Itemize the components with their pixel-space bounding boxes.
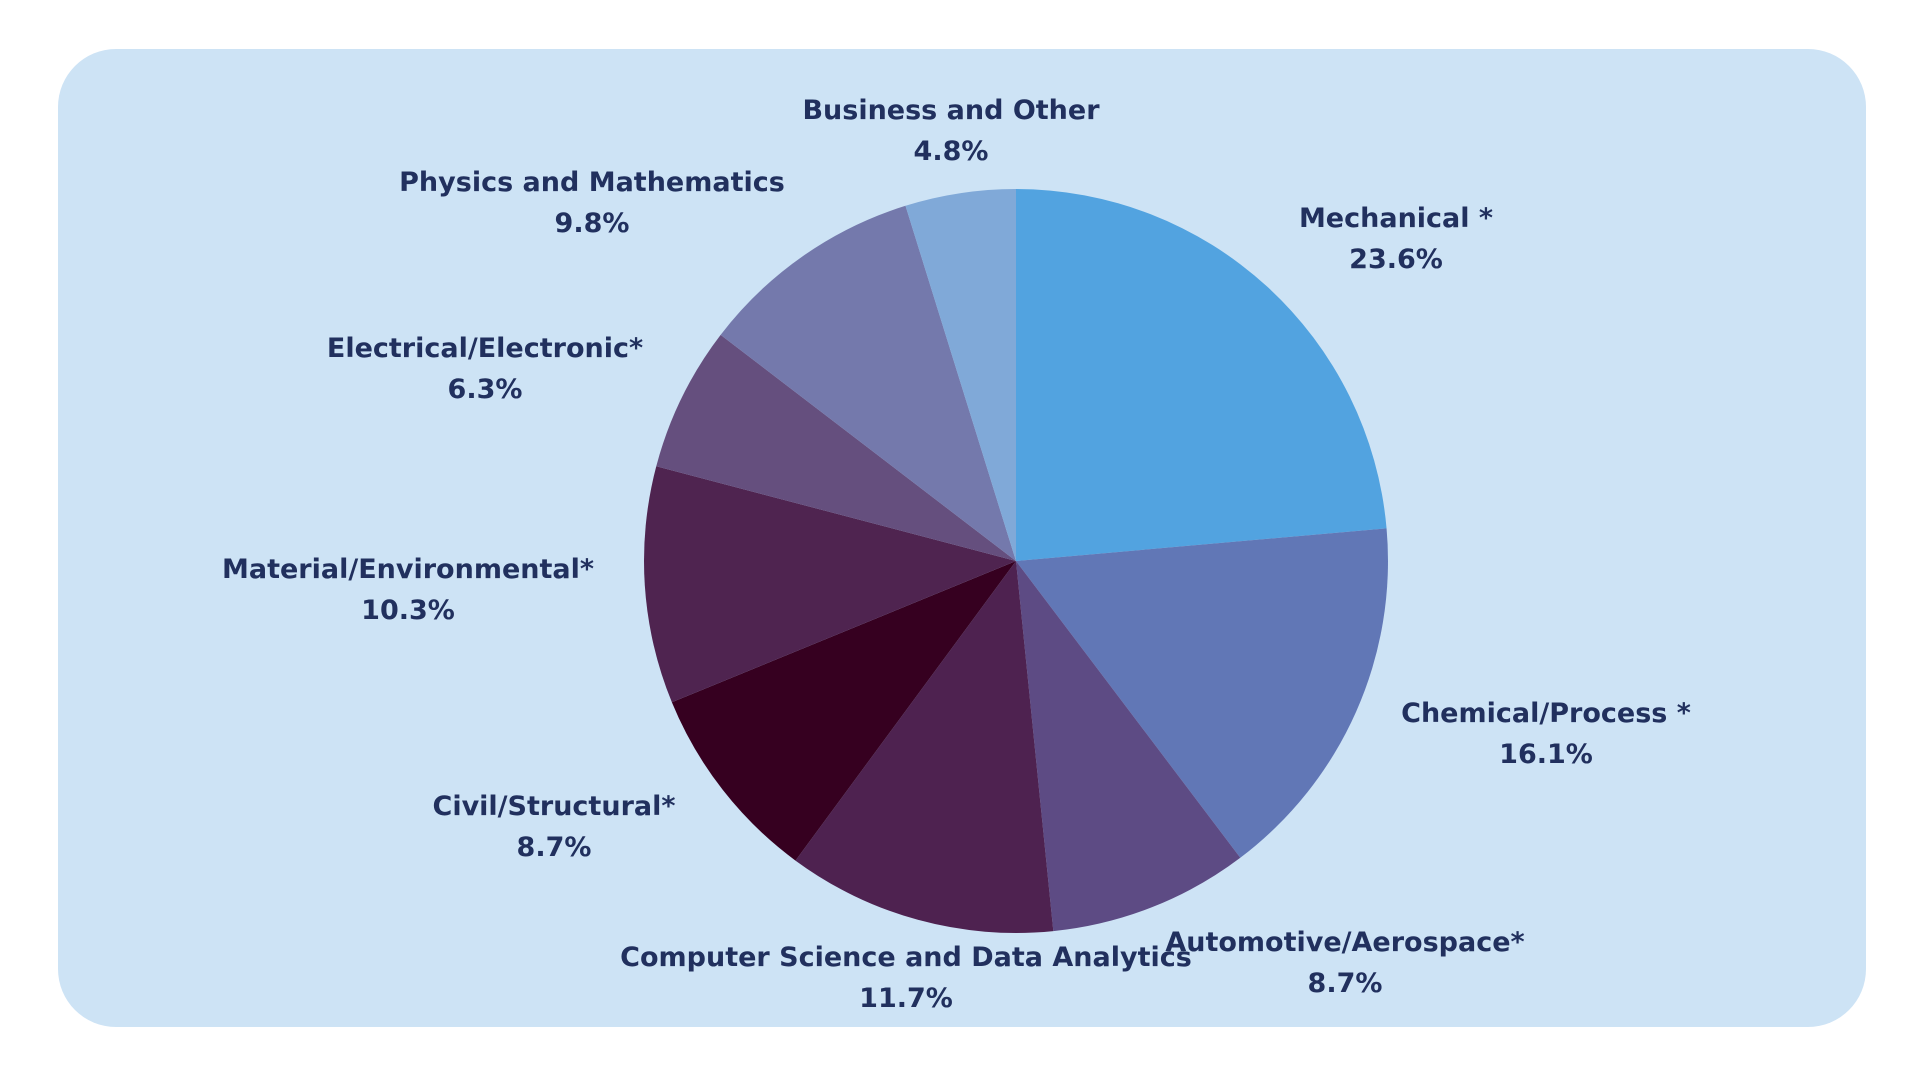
pie-slice-business-and-other — [905, 189, 1016, 561]
slice-label-automotive-aerospace: Automotive/Aerospace* — [1165, 927, 1524, 958]
pie-slice-electrical-electronic — [656, 334, 1016, 561]
slice-label-group-physics-mathematics: Physics and Mathematics 9.8% — [399, 167, 785, 239]
slice-label-group-material-environmental: Material/Environmental* 10.3% — [222, 554, 594, 626]
slice-label-mechanical: Mechanical * — [1299, 203, 1493, 234]
slice-value-automotive-aerospace: 8.7% — [1308, 968, 1383, 999]
slice-label-physics-mathematics: Physics and Mathematics — [399, 167, 785, 198]
slice-label-material-environmental: Material/Environmental* — [222, 554, 594, 585]
slice-label-electrical-electronic: Electrical/Electronic* — [327, 333, 643, 364]
slice-label-group-automotive-aerospace: Automotive/Aerospace* 8.7% — [1165, 927, 1524, 999]
slice-label-group-mechanical: Mechanical * 23.6% — [1299, 203, 1493, 275]
slice-value-physics-mathematics: 9.8% — [555, 208, 630, 239]
pie-slice-material-environmental — [644, 466, 1016, 703]
slice-label-group-computer-science: Computer Science and Data Analytics 11.7… — [620, 942, 1192, 1014]
slice-value-material-environmental: 10.3% — [361, 595, 455, 626]
slice-label-group-chemical-process: Chemical/Process * 16.1% — [1401, 698, 1691, 770]
slice-value-electrical-electronic: 6.3% — [448, 374, 523, 405]
slice-label-group-civil-structural: Civil/Structural* 8.7% — [433, 791, 676, 863]
pie-slice-chemical-process — [1016, 528, 1388, 858]
slice-label-group-business-other: Business and Other 4.8% — [802, 95, 1100, 167]
slice-label-business-other: Business and Other — [802, 95, 1100, 126]
pie-slice-civil-structural — [671, 561, 1016, 861]
pie-slice-mechanical — [1016, 189, 1387, 561]
slice-label-chemical-process: Chemical/Process * — [1401, 698, 1691, 729]
slice-value-chemical-process: 16.1% — [1499, 739, 1593, 770]
slice-value-civil-structural: 8.7% — [517, 832, 592, 863]
slice-value-computer-science: 11.7% — [859, 983, 953, 1014]
pie-slice-physics-and-mathematics — [720, 205, 1016, 562]
slice-value-business-other: 4.8% — [914, 136, 989, 167]
pie-slices — [644, 189, 1388, 933]
slice-value-mechanical: 23.6% — [1349, 244, 1443, 275]
slice-label-computer-science: Computer Science and Data Analytics — [620, 942, 1192, 973]
pie-slice-automotive-aerospace — [1016, 561, 1241, 932]
pie-slice-computer-science-and-data-analytics — [795, 561, 1054, 933]
slice-label-civil-structural: Civil/Structural* — [433, 791, 676, 822]
slice-label-group-electrical-electronic: Electrical/Electronic* 6.3% — [327, 333, 643, 405]
